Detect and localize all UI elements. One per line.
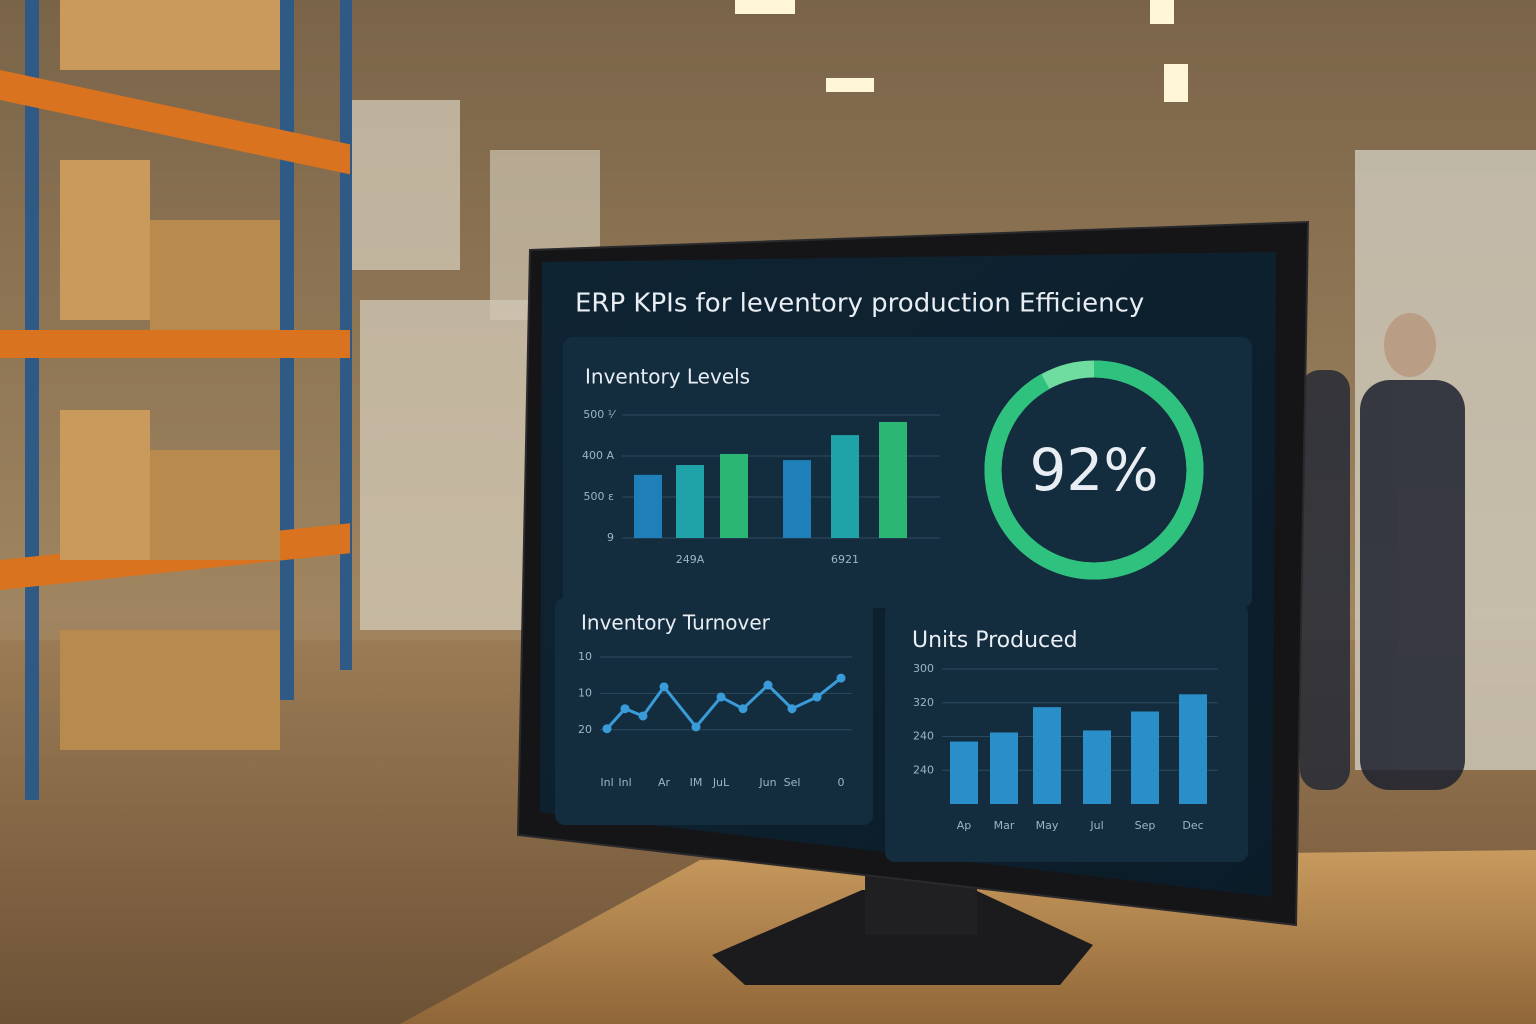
point [787, 704, 797, 714]
bar [1131, 711, 1159, 804]
machine [360, 300, 530, 630]
chart-title: Inventory Turnover [581, 611, 771, 635]
shelving [0, 0, 352, 800]
x-tick-label: Ap [957, 819, 972, 832]
ceiling-light [1150, 0, 1174, 24]
y-tick-label: 9 [607, 531, 614, 544]
boxes [60, 630, 280, 750]
point [716, 692, 726, 702]
bar [831, 435, 859, 538]
y-tick-label: 500 ε [584, 490, 614, 503]
x-tick-label: May [1036, 819, 1059, 832]
x-tick-label: Jun [758, 776, 776, 789]
bar [990, 732, 1018, 804]
y-tick-label: 20 [578, 723, 592, 736]
x-tick-label: JuL [712, 776, 730, 789]
bar [783, 460, 811, 538]
bar [720, 453, 748, 538]
y-tick-label: 400 A [582, 449, 614, 462]
x-tick-label: IM [690, 776, 703, 789]
chart-title: Units Produced [912, 628, 1078, 653]
bar [1033, 707, 1061, 804]
bar [1083, 730, 1111, 804]
boxes [60, 160, 150, 320]
y-tick-label: 240 [913, 730, 934, 743]
shelf-post [25, 0, 39, 800]
panel [563, 337, 1252, 608]
boxes [60, 0, 280, 70]
x-tick-label: 0 [838, 776, 845, 789]
gauge-arc [984, 360, 1204, 580]
point [691, 722, 701, 732]
dashboard-title: ERP KPIs for leventory production Effici… [575, 289, 1144, 319]
y-tick-label: 240 [913, 763, 934, 776]
x-tick-label: Jul [1089, 819, 1103, 832]
point [738, 704, 748, 714]
shelf-beam [0, 330, 350, 358]
point [638, 711, 648, 721]
x-tick-label: Dec [1182, 819, 1203, 832]
ceiling-light [826, 78, 874, 92]
y-tick-label: 500 ⅟ [583, 408, 616, 421]
x-tick-label: Inl [618, 776, 631, 789]
point [659, 682, 669, 692]
bar [676, 465, 704, 538]
point [602, 724, 612, 734]
window [350, 100, 460, 270]
point [620, 704, 630, 714]
bar [950, 741, 978, 804]
monitor-base [712, 890, 1093, 985]
y-tick-label: 10 [578, 686, 592, 699]
x-tick-label: Mar [994, 819, 1015, 832]
x-tick-label: 249A [676, 553, 705, 566]
shelf-beam [0, 70, 350, 175]
boxes [60, 410, 150, 560]
x-tick-label: Inl [600, 776, 613, 789]
boxes [150, 220, 280, 330]
x-tick-label: Sep [1135, 819, 1156, 832]
boxes [150, 450, 280, 560]
bar [879, 421, 907, 538]
ceiling-light [735, 0, 795, 14]
y-tick-label: 10 [578, 650, 592, 663]
chart-title: Inventory Levels [585, 365, 750, 389]
point [763, 680, 773, 690]
person [1360, 380, 1465, 790]
x-tick-label: Ar [658, 776, 671, 789]
x-tick-label: Sel [784, 776, 801, 789]
bar [1179, 694, 1207, 804]
point [812, 692, 822, 702]
gauge-label: 92% [1030, 436, 1159, 504]
panel [555, 598, 873, 825]
y-tick-label: 300 [913, 662, 934, 675]
bar [634, 474, 662, 538]
person-head [1384, 313, 1436, 377]
people [1300, 313, 1465, 790]
person [1300, 370, 1350, 790]
ceiling-light [1164, 64, 1188, 102]
y-tick-label: 320 [913, 696, 934, 709]
x-tick-label: 6921 [831, 553, 859, 566]
point [836, 673, 846, 683]
